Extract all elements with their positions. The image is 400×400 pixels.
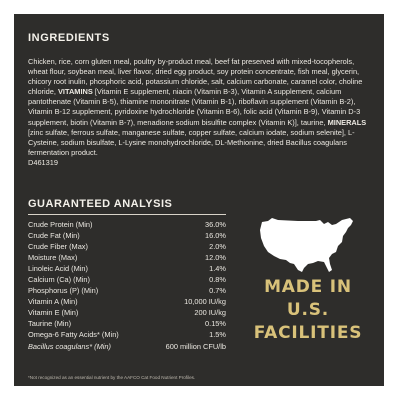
analysis-nutrient-name: Vitamin A (Min) (28, 297, 78, 307)
made-in-usa-badge: MADE IN U.S. FACILITIES (236, 276, 380, 345)
badge-line-3: FACILITIES (253, 323, 363, 343)
analysis-nutrient-value: 600 million CFU/lb (165, 341, 226, 351)
analysis-nutrient-name: Bacillus coagulans* (Min) (28, 341, 111, 351)
analysis-row: Crude Fiber (Max) 2.0% (28, 241, 226, 252)
analysis-nutrient-value: 16.0% (205, 231, 226, 241)
analysis-row: Vitamin A (Min) 10,000 IU/kg (28, 296, 226, 307)
aafco-footnote: *Not recognized as an essential nutrient… (28, 375, 196, 380)
analysis-row: Crude Fat (Min) 16.0% (28, 230, 226, 241)
analysis-row: Omega-6 Fatty Acids* (Min) 1.5% (28, 329, 226, 340)
analysis-divider (28, 214, 226, 215)
analysis-nutrient-value: 1.5% (209, 330, 226, 340)
analysis-row: Bacillus coagulans* (Min) 600 million CFU… (28, 341, 226, 352)
nutrition-panel: INGREDIENTS Chicken, rice, corn gluten m… (14, 14, 384, 386)
analysis-nutrient-name: Moisture (Max) (28, 253, 78, 263)
ingredients-list: Chicken, rice, corn gluten meal, poultry… (28, 57, 374, 168)
badge-line-2: U.S. (286, 300, 330, 320)
analysis-row: Calcium (Ca) (Min) 0.8% (28, 274, 226, 285)
analysis-row: Vitamin E (Min) 200 IU/kg (28, 307, 226, 318)
analysis-nutrient-name: Phosphorus (P) (Min) (28, 286, 99, 296)
product-code: D461319 (28, 157, 58, 167)
guaranteed-analysis-table: Crude Protein (Min) 36.0% Crude Fat (Min) 1… (28, 219, 226, 352)
analysis-nutrient-name: Taurine (Min) (28, 319, 72, 329)
ingredients-heading: INGREDIENTS (28, 32, 110, 44)
analysis-nutrient-value: 10,000 IU/kg (184, 297, 226, 307)
analysis-nutrient-name: Crude Protein (Min) (28, 220, 93, 229)
usa-map-icon (260, 218, 353, 272)
analysis-nutrient-value: 2.0% (209, 242, 226, 252)
analysis-nutrient-value: 0.15% (205, 319, 226, 329)
analysis-nutrient-value: 1.4% (209, 264, 226, 274)
vitamins-label: VITAMINS (58, 87, 93, 97)
minerals-label: MINERALS (327, 117, 367, 127)
analysis-row: Linoleic Acid (Min) 1.4% (28, 263, 226, 274)
analysis-nutrient-name: Linoleic Acid (Min) (28, 264, 88, 274)
analysis-nutrient-value: 36.0% (205, 220, 226, 229)
analysis-nutrient-value: 200 IU/kg (194, 308, 226, 318)
analysis-row: Taurine (Min) 0.15% (28, 318, 226, 329)
analysis-nutrient-value: 0.7% (209, 286, 226, 296)
analysis-row: Moisture (Max) 12.0% (28, 252, 226, 263)
ingredients-text-vitamins: [Vitamin E supplement, niacin (Vitamin B… (28, 87, 361, 127)
ingredients-text-minerals: [zinc sulfate, ferrous sulfate, manganes… (28, 127, 355, 157)
analysis-nutrient-name: Calcium (Ca) (Min) (28, 275, 91, 285)
analysis-nutrient-value: 12.0% (205, 253, 226, 263)
guaranteed-analysis-heading: GUARANTEED ANALYSIS (28, 198, 173, 210)
analysis-nutrient-name: Vitamin E (Min) (28, 308, 79, 318)
analysis-nutrient-value: 0.8% (209, 275, 226, 285)
analysis-row: Phosphorus (P) (Min) 0.7% (28, 285, 226, 296)
analysis-nutrient-name: Crude Fiber (Max) (28, 242, 88, 252)
badge-line-1: MADE IN (264, 277, 352, 297)
analysis-row: Crude Protein (Min) 36.0% (28, 219, 226, 230)
ingredients-text-main: Chicken, rice, corn gluten meal, poultry… (28, 57, 363, 97)
analysis-nutrient-name: Omega-6 Fatty Acids* (Min) (28, 330, 119, 340)
analysis-nutrient-name: Crude Fat (Min) (28, 231, 80, 241)
